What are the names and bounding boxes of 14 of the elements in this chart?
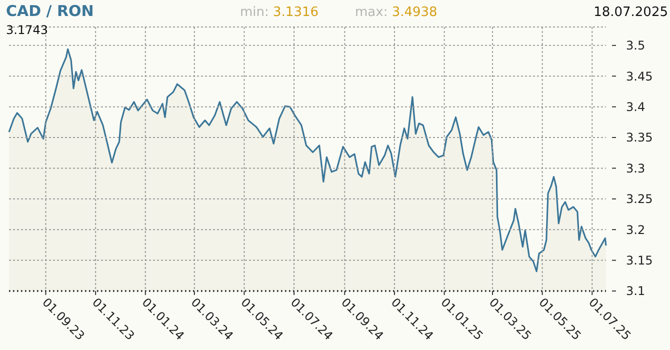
y-tick-label: 3.2 — [626, 222, 646, 237]
annotation: 3.1743 — [6, 23, 48, 37]
y-tick-label: 3.45 — [626, 69, 653, 84]
y-tick-label: 3.3 — [626, 161, 646, 176]
y-tick-label: 3.25 — [626, 192, 653, 206]
y-tick-label: 3.1 — [626, 284, 646, 298]
text: 18.07.2025 — [594, 5, 668, 20]
text: max: 3.4938 — [355, 5, 438, 20]
chart-title: CAD / RON — [6, 2, 94, 20]
y-tick-label: 3.4 — [626, 100, 646, 114]
text: min: 3.1316 — [240, 5, 319, 20]
y-tick-label: 3.15 — [626, 254, 653, 268]
y-tick-label: 3.5 — [626, 38, 646, 53]
y-tick-label: 3.35 — [626, 130, 653, 145]
